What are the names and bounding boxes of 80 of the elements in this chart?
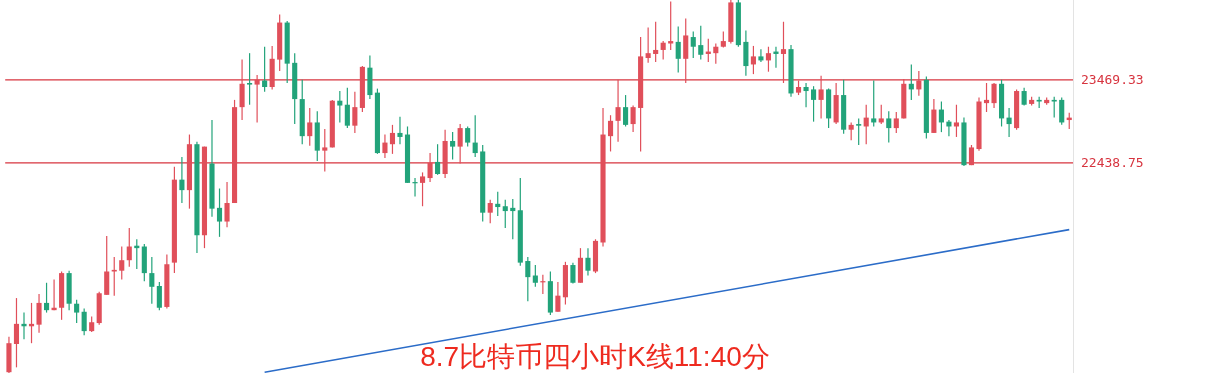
candlestick <box>36 293 42 334</box>
candlestick <box>698 25 704 61</box>
y-tick-label: 22438.75 <box>1081 155 1144 171</box>
candlestick <box>224 181 230 228</box>
candlestick <box>607 114 614 153</box>
candlestick <box>419 171 426 207</box>
candlestick <box>126 227 132 268</box>
y-tick-label: 23469.33 <box>1081 72 1144 88</box>
candlestick <box>307 107 313 147</box>
candlestick <box>645 26 651 64</box>
candlestick <box>983 82 990 113</box>
candlestick <box>389 124 396 155</box>
candlestick <box>247 52 253 106</box>
candlestick <box>773 46 779 69</box>
candlestick <box>938 100 944 133</box>
candlestick <box>1051 96 1057 119</box>
candlestick <box>457 123 463 165</box>
candlestick <box>427 152 433 183</box>
candlestick <box>623 94 629 128</box>
candlestick <box>630 104 636 133</box>
candlestick <box>510 198 516 240</box>
candlestick <box>653 21 659 63</box>
candlestick <box>239 59 245 121</box>
candlestick <box>344 87 350 129</box>
candlestick <box>615 79 621 143</box>
candlestick <box>758 48 764 63</box>
candlestick <box>450 131 456 161</box>
candlestick <box>818 75 824 120</box>
candlestick <box>119 245 125 281</box>
candlestick <box>765 46 772 73</box>
candlestick <box>502 199 508 229</box>
candlestick <box>570 262 576 285</box>
candlestick <box>856 117 862 146</box>
candlestick <box>382 133 388 159</box>
candlestick <box>675 25 681 74</box>
candlestick <box>931 98 937 134</box>
candlestick <box>149 256 155 305</box>
candlestick <box>555 281 561 313</box>
candlestick <box>811 85 817 123</box>
candlestick <box>412 177 418 198</box>
candlestick <box>487 199 493 224</box>
candlestick <box>690 30 696 59</box>
candlestick <box>660 40 666 61</box>
candlestick <box>803 82 809 108</box>
candlestick <box>156 281 162 311</box>
candlestick <box>683 17 689 84</box>
candlestick <box>953 104 959 138</box>
candlestick <box>495 191 501 217</box>
candlestick <box>21 311 27 340</box>
candlestick <box>13 297 20 368</box>
candlestick <box>352 91 358 134</box>
candlestick <box>750 45 756 75</box>
candlestick <box>337 90 343 124</box>
candlestick <box>74 299 80 324</box>
candlestick <box>585 247 591 277</box>
candlestick <box>397 116 403 145</box>
candlestick <box>1059 96 1065 126</box>
candlestick <box>472 114 478 158</box>
text: 8.7比特币四小时K线11:40分 <box>420 341 770 372</box>
candlestick <box>262 46 268 93</box>
candlestick <box>991 82 997 109</box>
candlestick <box>104 235 110 296</box>
candlestick <box>322 128 328 173</box>
candlestick <box>1006 107 1012 138</box>
candlestick <box>886 110 892 144</box>
candlestick <box>668 1 674 51</box>
candlestick <box>780 21 787 84</box>
candlestick <box>525 256 531 302</box>
candlestick <box>713 42 719 65</box>
candlestick <box>871 79 877 128</box>
candlestick <box>216 187 223 238</box>
candlestick <box>435 143 441 176</box>
candlestick <box>254 74 260 124</box>
candlestick <box>465 125 471 148</box>
candlestick <box>878 104 884 125</box>
candlestick <box>179 156 185 204</box>
candlestick <box>893 111 899 134</box>
candlestick <box>532 264 538 288</box>
candlestick <box>44 282 50 314</box>
candlestick <box>81 307 87 336</box>
